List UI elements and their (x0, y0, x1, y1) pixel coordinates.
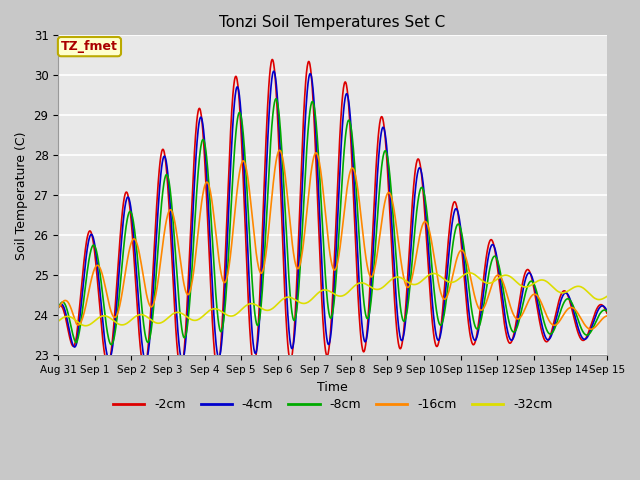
-16cm (177, 257, 184, 263)
-2cm (419, 180, 426, 186)
-2cm (163, 172, 171, 178)
-16cm (418, 224, 426, 229)
-32cm (539, 277, 547, 283)
-2cm (54, 305, 62, 311)
Text: TZ_fmet: TZ_fmet (61, 40, 118, 53)
-32cm (54, 318, 62, 324)
-16cm (238, 160, 246, 166)
-32cm (177, 310, 184, 316)
-2cm (177, 367, 184, 372)
-4cm (163, 167, 171, 172)
-16cm (603, 313, 611, 319)
-2cm (490, 243, 498, 249)
-4cm (419, 175, 426, 180)
-2cm (603, 310, 611, 316)
-4cm (238, 126, 246, 132)
-8cm (177, 317, 184, 323)
Line: -16cm: -16cm (58, 150, 607, 329)
-8cm (238, 120, 246, 125)
-8cm (490, 253, 498, 259)
Y-axis label: Soil Temperature (C): Soil Temperature (C) (15, 131, 28, 260)
-16cm (163, 215, 171, 221)
-4cm (490, 243, 498, 249)
Legend: -2cm, -4cm, -8cm, -16cm, -32cm: -2cm, -4cm, -8cm, -16cm, -32cm (108, 393, 557, 416)
-32cm (490, 278, 498, 284)
Line: -4cm: -4cm (58, 71, 607, 361)
-8cm (539, 313, 547, 319)
-16cm (538, 302, 546, 308)
-32cm (163, 315, 171, 321)
-16cm (490, 277, 497, 283)
-32cm (603, 293, 611, 299)
-4cm (603, 308, 611, 313)
-8cm (163, 172, 171, 178)
-8cm (272, 96, 280, 102)
-2cm (539, 332, 547, 337)
-4cm (539, 324, 547, 330)
Line: -32cm: -32cm (58, 273, 607, 326)
-4cm (141, 358, 149, 364)
-2cm (177, 367, 184, 373)
-32cm (82, 323, 90, 329)
-4cm (54, 305, 62, 311)
-16cm (587, 326, 595, 332)
-32cm (238, 306, 246, 312)
-8cm (108, 342, 115, 348)
-8cm (419, 185, 426, 191)
Title: Tonzi Soil Temperatures Set C: Tonzi Soil Temperatures Set C (220, 15, 445, 30)
Line: -2cm: -2cm (58, 60, 607, 370)
Line: -8cm: -8cm (58, 99, 607, 345)
-32cm (418, 278, 426, 284)
-16cm (54, 305, 62, 311)
-2cm (238, 149, 246, 155)
-4cm (177, 354, 184, 360)
-32cm (466, 270, 474, 276)
-2cm (268, 57, 276, 62)
-16cm (276, 147, 284, 153)
-8cm (54, 305, 62, 311)
-4cm (270, 68, 278, 74)
-8cm (603, 308, 611, 314)
X-axis label: Time: Time (317, 381, 348, 394)
